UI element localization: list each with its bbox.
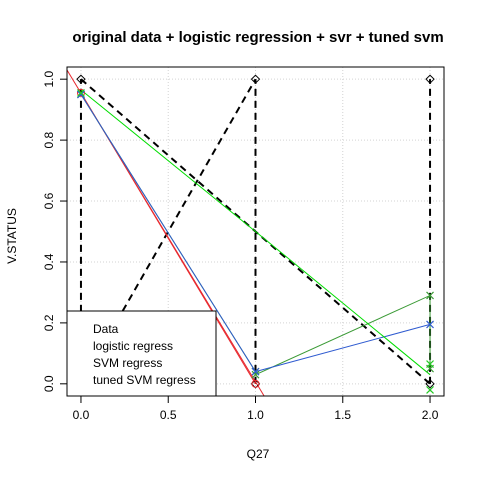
data-point (250, 74, 261, 84)
y-tick-label: 0.6 (42, 192, 56, 209)
x-tick-label: 0.0 (73, 408, 90, 422)
data-point-stroke (426, 385, 434, 394)
data-point (76, 88, 85, 97)
x-tick-label: 0.5 (160, 408, 177, 422)
legend-entry: Data (93, 322, 119, 336)
data-point (426, 291, 434, 300)
legend-box (66, 310, 217, 397)
data-point-stroke (426, 291, 434, 300)
y-tick-label: 0.4 (42, 253, 56, 270)
legend-entry: logistic regress (93, 339, 173, 353)
y-tick-label: 0.2 (42, 314, 56, 331)
data-point-stroke (251, 370, 260, 379)
y-tick-label: 0.0 (42, 375, 56, 392)
data-point (251, 379, 260, 388)
data-point (425, 74, 435, 84)
x-tick-label: 1.0 (247, 408, 264, 422)
data-point (251, 370, 260, 379)
data-point (77, 90, 85, 99)
y-tick-label: 1.0 (42, 71, 56, 88)
x-axis: 0.0 0.5 1.0 1.5 2.0 (73, 396, 439, 422)
chart-title: original data + logistic regression + sv… (72, 29, 443, 46)
x-tick-label: 1.5 (334, 408, 351, 422)
data-point (425, 379, 435, 389)
x-axis-label: Q27 (247, 447, 270, 461)
data-point (251, 367, 260, 376)
data-point-stroke (251, 367, 260, 376)
overlay-line (80, 78, 257, 385)
y-axis: 0.0 0.2 0.4 0.6 0.8 1.0 (42, 71, 67, 392)
legend-entry: SVM regress (93, 356, 162, 370)
data-point (426, 360, 434, 368)
data-point (76, 74, 86, 84)
data-point (77, 88, 85, 97)
x-tick-label: 2.0 (422, 408, 439, 422)
data-point-stroke (77, 88, 85, 97)
legend: Data logistic regress SVM regress tuned SVM… (66, 310, 217, 397)
data-point-stroke (426, 360, 434, 368)
data-point-stroke (77, 90, 85, 99)
data-points (76, 74, 435, 394)
data-point (426, 320, 434, 329)
legend-entry: tuned SVM regress (93, 373, 196, 387)
y-axis-label: V.STATUS (5, 208, 19, 264)
grid-lines (67, 67, 444, 396)
data-point (426, 385, 434, 394)
y-tick-label: 0.8 (42, 131, 56, 148)
series-line (80, 89, 431, 376)
data-point-stroke (426, 320, 434, 329)
